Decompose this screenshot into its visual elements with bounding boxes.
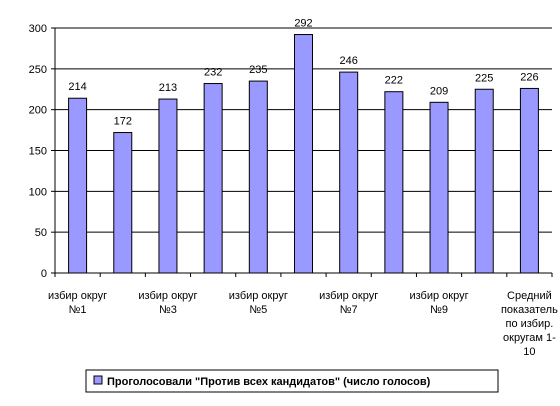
x-category-label-line: избир округ xyxy=(138,290,197,302)
x-category-label-line: №7 xyxy=(340,304,358,316)
data-label: 246 xyxy=(340,55,358,67)
y-axis: 0 50 100 150 200 250 300 xyxy=(29,23,56,280)
data-label: 232 xyxy=(204,67,222,79)
bar xyxy=(519,87,539,274)
bar xyxy=(429,101,449,274)
y-tick-label: 150 xyxy=(29,146,47,158)
bar xyxy=(248,80,268,274)
bar xyxy=(203,83,223,274)
data-label: 225 xyxy=(475,72,493,84)
data-label: 172 xyxy=(114,116,132,128)
x-category-label: избир округ №1 xyxy=(48,290,107,316)
bar xyxy=(339,71,359,274)
y-tick-label: 250 xyxy=(29,64,47,76)
y-tick-label: 300 xyxy=(29,23,47,35)
bar xyxy=(384,91,404,274)
bars xyxy=(68,34,539,274)
x-category-label-line: округам 1- xyxy=(503,332,556,344)
legend-box xyxy=(85,369,499,393)
data-label: 214 xyxy=(68,81,86,93)
legend-swatch xyxy=(93,375,103,385)
x-category-label-line: №5 xyxy=(249,304,267,316)
x-category-label-line: №9 xyxy=(430,304,448,316)
bar xyxy=(294,34,313,274)
x-category-label-line: избир округ xyxy=(229,290,288,302)
x-category-label-line: избир округ xyxy=(48,290,107,302)
x-category-label-line: избир округ xyxy=(409,290,468,302)
x-category-label: Средний показатель по избир. округам 1- 10 xyxy=(501,290,558,358)
x-category-label: избир округ №5 xyxy=(229,290,288,316)
x-category-label: избир округ №3 xyxy=(138,290,197,316)
y-tick-label: 0 xyxy=(41,268,47,280)
y-tick-label: 100 xyxy=(29,186,47,198)
x-category-label-line: №3 xyxy=(159,304,177,316)
data-label: 209 xyxy=(430,85,448,97)
x-category-label: избир округ №7 xyxy=(319,290,378,316)
data-labels: 214 172 213 232 235 292 246 222 209 225 226 xyxy=(68,18,538,128)
x-category-label: избир округ №9 xyxy=(409,290,468,316)
legend: Проголосовали "Против всех кандидатов" (… xyxy=(85,369,499,393)
data-label: 213 xyxy=(159,82,177,94)
x-category-label-line: избир округ xyxy=(319,290,378,302)
data-label: 226 xyxy=(520,71,538,83)
bar xyxy=(113,132,133,274)
x-category-label-line: показатель xyxy=(501,304,558,316)
x-category-label-line: Средний xyxy=(507,290,552,302)
bar xyxy=(68,97,88,274)
x-category-label-line: №1 xyxy=(69,304,87,316)
y-tick-label: 50 xyxy=(35,227,47,239)
bar xyxy=(158,98,178,274)
legend-label: Проголосовали "Против всех кандидатов" (… xyxy=(107,376,431,388)
data-label: 235 xyxy=(249,64,267,76)
y-tick-label: 200 xyxy=(29,105,47,117)
x-category-label-line: 10 xyxy=(523,346,535,358)
bar xyxy=(474,88,494,274)
data-label: 292 xyxy=(294,18,312,30)
data-label: 222 xyxy=(385,75,403,87)
x-category-label-line: по избир. xyxy=(505,318,553,330)
